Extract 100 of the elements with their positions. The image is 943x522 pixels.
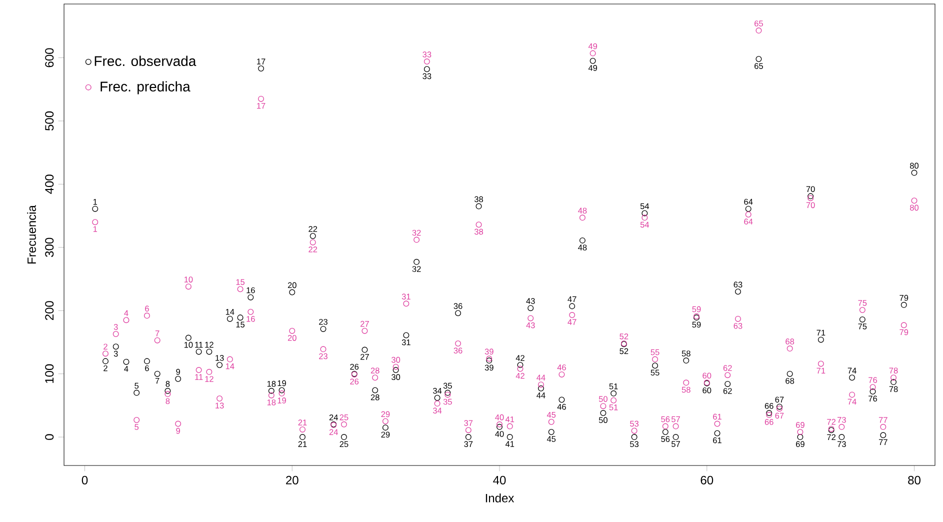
annotation: 37 — [464, 420, 473, 426]
annotation: 35 — [443, 399, 452, 405]
y-tick-label: 0 — [45, 434, 54, 440]
y-axis-title: Frecuencia — [27, 205, 36, 264]
annotation: 47 — [568, 296, 576, 302]
annotation: 15 — [236, 279, 245, 286]
annotation: 55 — [650, 370, 660, 376]
annotation: 46 — [557, 364, 566, 371]
annotation: 68 — [786, 378, 794, 384]
annotation: 55 — [650, 350, 660, 356]
annotation: 49 — [588, 65, 598, 72]
annotation: 11 — [195, 374, 203, 380]
annotation: 22 — [308, 226, 318, 232]
annotation: 30 — [392, 374, 400, 380]
annotation: 47 — [568, 319, 576, 326]
annotation: 62 — [723, 365, 732, 372]
annotation: 77 — [878, 417, 888, 424]
annotation: 29 — [381, 411, 390, 418]
annotation: 41 — [505, 416, 514, 422]
annotation: 42 — [516, 355, 524, 362]
annotation: 39 — [484, 348, 494, 355]
annotation: 10 — [184, 276, 193, 283]
annotation: 65 — [754, 20, 763, 27]
annotation: 68 — [786, 338, 794, 345]
annotation: 70 — [806, 186, 815, 192]
annotation: 7 — [155, 330, 160, 336]
annotation: 45 — [546, 412, 556, 418]
annotation: 23 — [319, 354, 328, 360]
annotation: 31 — [402, 340, 410, 346]
x-tick-label: 60 — [700, 476, 714, 485]
annotation: 80 — [910, 204, 919, 211]
annotation: 54 — [640, 204, 650, 210]
annotation: 16 — [246, 316, 255, 322]
annotation: 20 — [288, 282, 296, 288]
annotation: 12 — [205, 342, 214, 348]
annotation: 12 — [205, 376, 214, 382]
annotation: 63 — [734, 323, 742, 330]
annotation: 26 — [350, 378, 359, 385]
annotation: 39 — [484, 364, 494, 371]
annotation: 9 — [176, 428, 180, 434]
annotation: 37 — [464, 441, 473, 448]
annotation: 23 — [319, 319, 328, 326]
x-tick-label: 20 — [286, 476, 298, 485]
annotation: 53 — [630, 441, 639, 448]
annotation: 28 — [370, 394, 380, 400]
annotation: 33 — [422, 52, 432, 58]
annotation: 34 — [433, 408, 442, 414]
x-tick-label: 80 — [908, 476, 920, 485]
annotation: 36 — [454, 303, 462, 310]
annotation: 72 — [827, 419, 836, 425]
annotation: 61 — [713, 414, 722, 420]
annotation: 27 — [360, 321, 369, 327]
annotation: 63 — [734, 282, 742, 288]
annotation: 49 — [588, 44, 598, 50]
annotation: 66 — [764, 419, 774, 426]
annotation: 48 — [578, 208, 587, 214]
annotation: 19 — [278, 380, 286, 386]
annotation: 75 — [858, 300, 867, 306]
x-axis-title: Index — [486, 494, 514, 503]
annotation: 8 — [166, 398, 170, 404]
y-tick-label: 600 — [45, 48, 54, 68]
annotation: 48 — [578, 244, 587, 251]
annotation: 16 — [246, 288, 255, 294]
annotation: 69 — [796, 422, 804, 428]
annotation: 67 — [775, 412, 784, 419]
annotation: 29 — [381, 432, 390, 438]
annotation: 66 — [764, 403, 774, 410]
annotation: 73 — [838, 441, 846, 448]
y-tick-label: 100 — [45, 364, 54, 384]
annotation: 13 — [216, 402, 224, 409]
annotation: 58 — [682, 350, 690, 357]
legend-label: Frec. observada — [94, 56, 196, 66]
annotation: 28 — [370, 368, 380, 374]
annotation: 54 — [640, 222, 650, 228]
annotation: 21 — [298, 420, 307, 426]
annotation: 43 — [526, 298, 535, 304]
x-tick-label: 0 — [82, 476, 88, 485]
annotation: 24 — [329, 429, 338, 436]
annotation: 32 — [412, 266, 421, 272]
annotation: 34 — [433, 388, 442, 394]
annotation: 57 — [672, 416, 680, 422]
annotation: 3 — [114, 324, 118, 330]
annotation: 74 — [848, 399, 856, 405]
y-tick-label: 300 — [45, 238, 54, 258]
annotation: 25 — [340, 414, 348, 421]
legend-label: Frec. predicha — [100, 81, 190, 95]
annotation: 25 — [340, 441, 348, 448]
annotation: 59 — [692, 322, 701, 328]
annotation: 40 — [495, 414, 504, 421]
annotation: 7 — [155, 378, 160, 384]
annotation: 56 — [661, 436, 670, 442]
annotation: 22 — [308, 246, 318, 252]
annotation: 75 — [858, 324, 867, 330]
annotation: 56 — [661, 416, 670, 422]
annotation: 78 — [889, 386, 898, 392]
annotation: 4 — [124, 310, 128, 316]
annotation: 59 — [692, 306, 701, 312]
annotation: 40 — [495, 431, 504, 438]
annotation: 64 — [744, 199, 753, 205]
annotation: 76 — [868, 377, 878, 384]
